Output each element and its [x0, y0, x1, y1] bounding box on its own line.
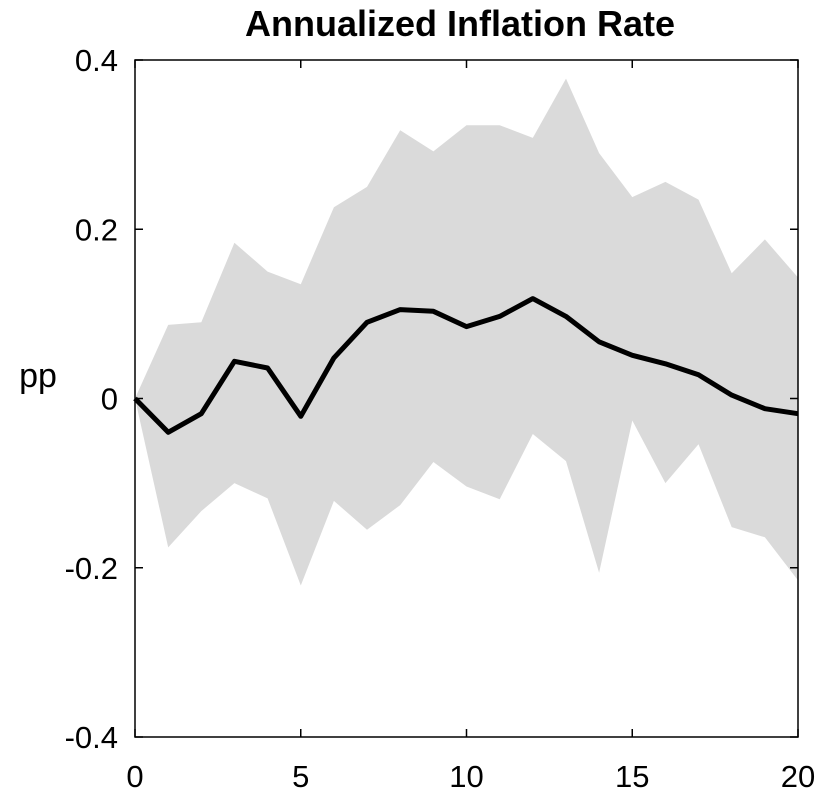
median-line	[133, 296, 799, 435]
y-tick-label: -0.4	[65, 720, 118, 755]
y-tick-label: 0.2	[75, 212, 118, 247]
axis-ticks: 0 5 10 15 20 0.4 0.2 0 -0.2 -0.4	[65, 43, 816, 794]
chart-title: Annualized Inflation Rate	[245, 3, 675, 44]
y-tick-label: 0.4	[75, 43, 118, 78]
confidence-band	[135, 78, 798, 586]
median-line-layer	[133, 296, 799, 435]
x-tick-label: 5	[292, 759, 309, 794]
y-tick-label: -0.2	[65, 551, 118, 586]
x-tick-label: 20	[781, 759, 815, 794]
y-axis-label: pp	[19, 357, 57, 395]
x-tick-label: 15	[615, 759, 649, 794]
confidence-band-layer	[135, 78, 798, 586]
x-tick-label: 0	[126, 759, 143, 794]
x-tick-label: 10	[449, 759, 483, 794]
y-tick-label: 0	[101, 382, 118, 417]
